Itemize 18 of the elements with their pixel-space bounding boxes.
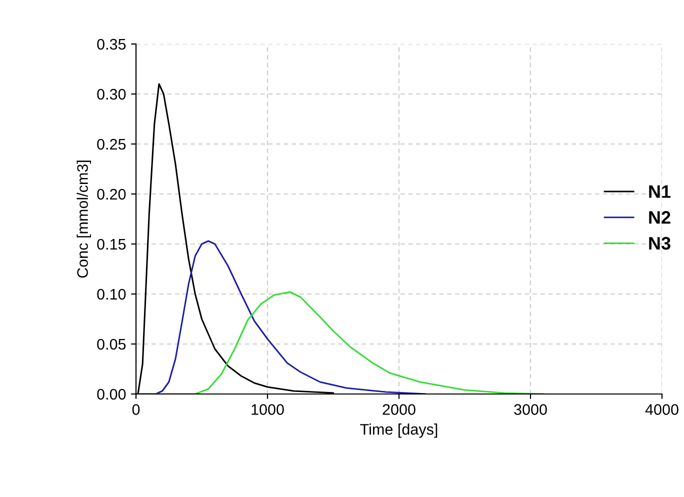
x-tick-label: 4000 [645,404,678,415]
y-tick-label: 0.20 [97,188,126,200]
y-axis-title: Conc [mmol/cm3] [76,160,91,278]
y-tick-label: 0.15 [97,238,126,250]
y-tick-label: 0.05 [97,338,126,350]
x-tick-label: 3000 [514,404,547,415]
legend-label: N2 [649,211,670,224]
y-tick-label: 0.30 [97,88,126,100]
y-tick-label: 0.00 [97,388,126,400]
x-axis-title: Time [days] [360,424,438,438]
y-tick-label: 0.35 [97,38,126,50]
y-tick-label: 0.25 [97,138,126,150]
x-tick-label: 1000 [252,404,284,415]
x-tick-label: 2000 [382,404,416,415]
legend-label: N3 [649,236,670,250]
y-tick-label: 0.10 [97,288,126,300]
x-tick-label: 0 [132,404,140,415]
legend-label: N1 [649,185,671,198]
